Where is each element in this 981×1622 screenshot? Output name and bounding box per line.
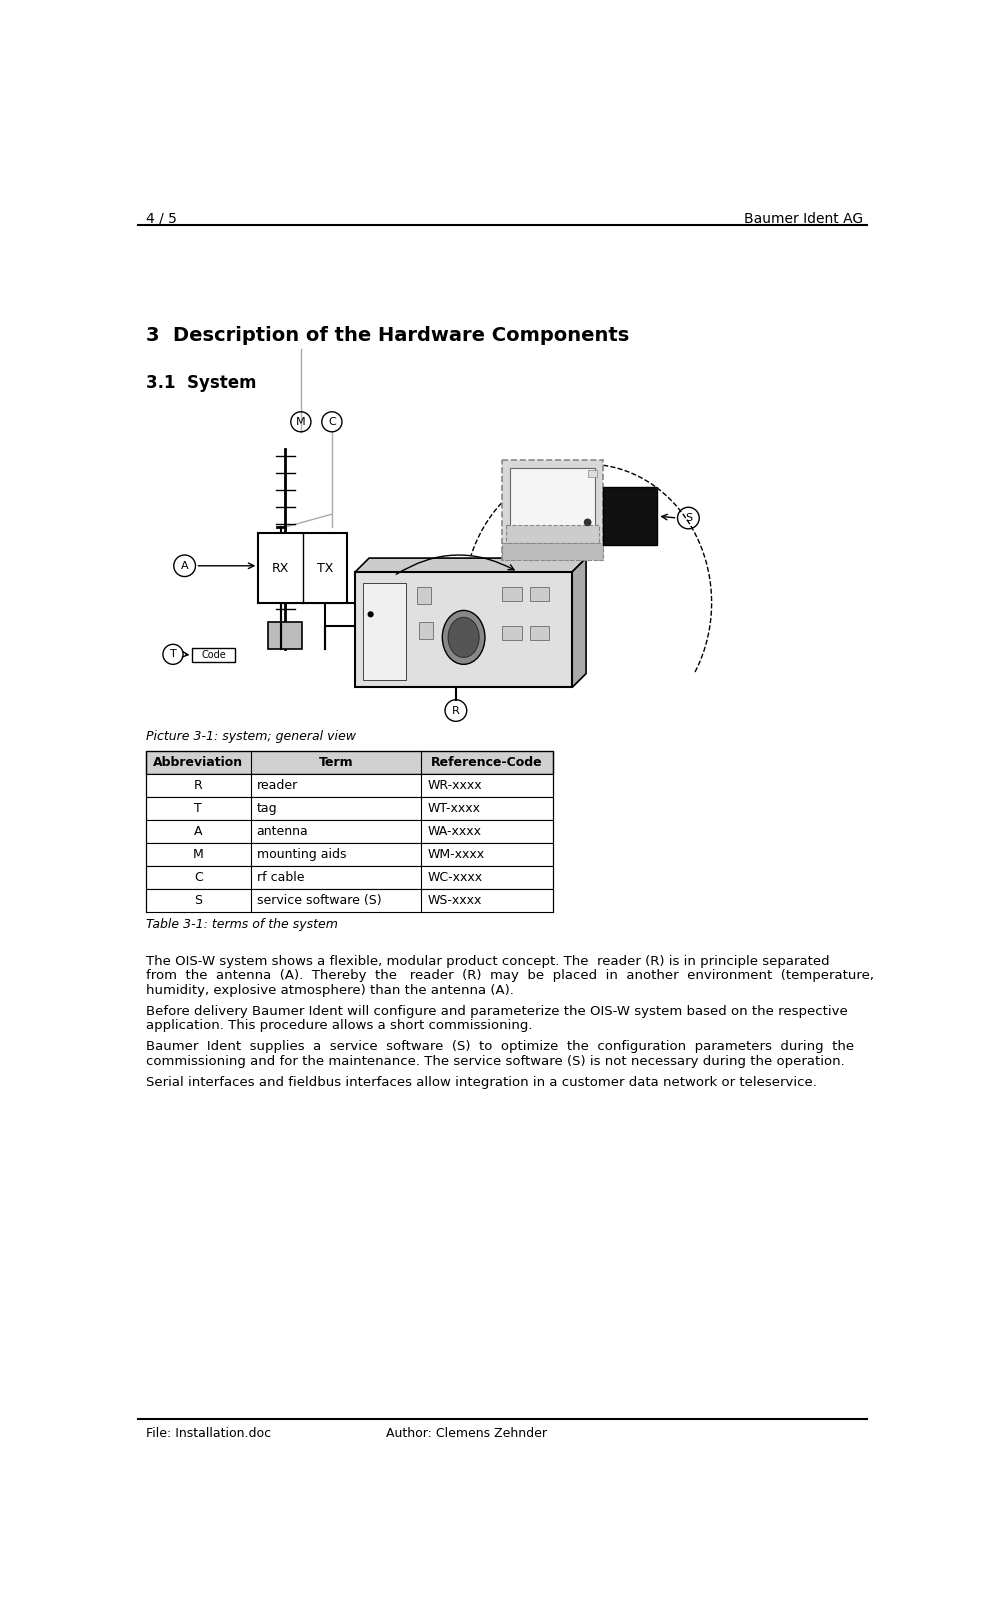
- Text: antenna: antenna: [257, 826, 308, 839]
- Text: commissioning and for the maintenance. The service software (S) is not necessary: commissioning and for the maintenance. T…: [146, 1054, 845, 1067]
- FancyBboxPatch shape: [146, 774, 552, 796]
- Text: The OIS-W system shows a flexible, modular product concept. The  reader (R) is i: The OIS-W system shows a flexible, modul…: [146, 955, 830, 968]
- Text: 3  Description of the Hardware Components: 3 Description of the Hardware Components: [146, 326, 629, 344]
- FancyBboxPatch shape: [146, 819, 552, 843]
- FancyBboxPatch shape: [258, 534, 347, 603]
- Text: WC-xxxx: WC-xxxx: [427, 871, 483, 884]
- Text: WA-xxxx: WA-xxxx: [427, 826, 482, 839]
- FancyBboxPatch shape: [363, 584, 405, 680]
- Text: WT-xxxx: WT-xxxx: [427, 801, 481, 814]
- Text: Baumer  Ident  supplies  a  service  software  (S)  to  optimize  the  configura: Baumer Ident supplies a service software…: [146, 1040, 854, 1053]
- Text: Abbreviation: Abbreviation: [153, 756, 243, 769]
- Ellipse shape: [442, 610, 485, 665]
- FancyBboxPatch shape: [603, 487, 657, 545]
- FancyBboxPatch shape: [192, 649, 235, 662]
- Text: Reference-Code: Reference-Code: [431, 756, 542, 769]
- Text: WM-xxxx: WM-xxxx: [427, 848, 485, 861]
- FancyBboxPatch shape: [146, 866, 552, 889]
- Text: RX: RX: [272, 561, 289, 574]
- Text: R: R: [452, 706, 460, 715]
- FancyBboxPatch shape: [419, 621, 433, 639]
- Text: TX: TX: [317, 561, 334, 574]
- Text: 3.1  System: 3.1 System: [146, 375, 256, 393]
- Circle shape: [368, 611, 374, 618]
- Text: humidity, explosive atmosphere) than the antenna (A).: humidity, explosive atmosphere) than the…: [146, 985, 514, 998]
- Text: C: C: [194, 871, 202, 884]
- FancyBboxPatch shape: [530, 587, 549, 602]
- FancyBboxPatch shape: [146, 889, 552, 912]
- Text: mounting aids: mounting aids: [257, 848, 346, 861]
- Text: from  the  antenna  (A).  Thereby  the   reader  (R)  may  be  placed  in  anoth: from the antenna (A). Thereby the reader…: [146, 970, 874, 983]
- Text: M: M: [296, 417, 306, 427]
- Text: A: A: [194, 826, 202, 839]
- Polygon shape: [355, 558, 586, 573]
- Text: T: T: [194, 801, 202, 814]
- FancyBboxPatch shape: [510, 469, 595, 529]
- Text: Author: Clemens Zehnder: Author: Clemens Zehnder: [387, 1427, 547, 1440]
- FancyBboxPatch shape: [146, 843, 552, 866]
- Text: 4 / 5: 4 / 5: [146, 211, 177, 225]
- Text: Table 3-1: terms of the system: Table 3-1: terms of the system: [146, 918, 337, 931]
- Text: service software (S): service software (S): [257, 894, 382, 907]
- Circle shape: [584, 519, 592, 526]
- FancyBboxPatch shape: [146, 751, 552, 774]
- Text: rf cable: rf cable: [257, 871, 304, 884]
- Text: Baumer Ident AG: Baumer Ident AG: [744, 211, 862, 225]
- Text: S: S: [194, 894, 202, 907]
- Text: S: S: [685, 513, 692, 522]
- FancyBboxPatch shape: [502, 543, 603, 560]
- Text: Picture 3-1: system; general view: Picture 3-1: system; general view: [146, 730, 356, 743]
- Text: M: M: [193, 848, 204, 861]
- FancyBboxPatch shape: [502, 587, 522, 602]
- Ellipse shape: [448, 618, 479, 657]
- FancyBboxPatch shape: [530, 626, 549, 639]
- FancyBboxPatch shape: [502, 626, 522, 639]
- FancyBboxPatch shape: [146, 796, 552, 819]
- FancyBboxPatch shape: [506, 526, 599, 543]
- FancyBboxPatch shape: [417, 587, 431, 605]
- Text: C: C: [328, 417, 336, 427]
- Text: R: R: [194, 779, 202, 792]
- Text: Code: Code: [201, 650, 226, 660]
- Text: A: A: [181, 561, 188, 571]
- Text: File: Installation.doc: File: Installation.doc: [146, 1427, 271, 1440]
- Text: Serial interfaces and fieldbus interfaces allow integration in a customer data n: Serial interfaces and fieldbus interface…: [146, 1075, 817, 1088]
- FancyBboxPatch shape: [588, 469, 596, 477]
- Text: application. This procedure allows a short commissioning.: application. This procedure allows a sho…: [146, 1019, 533, 1032]
- Text: Term: Term: [319, 756, 353, 769]
- Text: WS-xxxx: WS-xxxx: [427, 894, 482, 907]
- FancyBboxPatch shape: [355, 573, 572, 688]
- Text: T: T: [170, 649, 177, 659]
- Text: Before delivery Baumer Ident will configure and parameterize the OIS-W system ba: Before delivery Baumer Ident will config…: [146, 1004, 848, 1017]
- FancyBboxPatch shape: [269, 621, 302, 649]
- Text: WR-xxxx: WR-xxxx: [427, 779, 482, 792]
- Text: tag: tag: [257, 801, 278, 814]
- FancyBboxPatch shape: [502, 461, 603, 560]
- Polygon shape: [572, 558, 586, 688]
- Text: reader: reader: [257, 779, 298, 792]
